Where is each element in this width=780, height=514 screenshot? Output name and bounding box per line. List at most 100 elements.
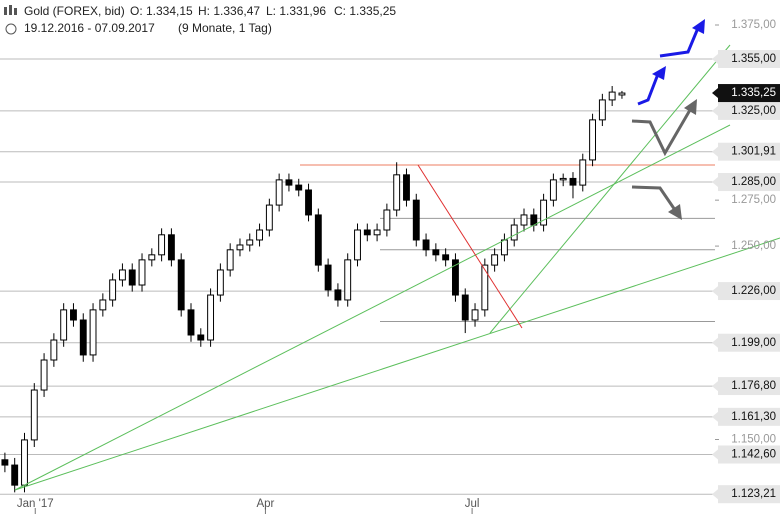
candle-body	[285, 179, 293, 186]
level-label: 1.325,00	[731, 105, 776, 117]
arrow-head	[668, 204, 682, 220]
arrow	[631, 185, 677, 211]
level-label: 1.142,60	[731, 449, 776, 461]
candle-body	[549, 179, 557, 201]
level-pointer	[712, 337, 718, 348]
trend-line	[14, 124, 731, 491]
candle-body	[246, 239, 254, 246]
level-box	[718, 282, 780, 301]
candle-body	[403, 174, 410, 201]
symbol: Gold (FOREX, bid)	[24, 4, 125, 18]
candle-body	[40, 359, 48, 391]
candle-body	[500, 239, 508, 256]
candle-body	[50, 339, 58, 361]
candle-body	[207, 294, 215, 341]
candle-body	[344, 259, 352, 301]
level-box	[718, 377, 780, 396]
candle-body	[520, 214, 528, 226]
candle-body	[383, 209, 391, 231]
candle-body	[305, 189, 312, 216]
level-box	[718, 407, 780, 426]
level-pointer	[712, 286, 718, 297]
last-price-box	[718, 84, 780, 103]
candle-body	[324, 264, 332, 291]
level-box	[718, 142, 780, 161]
level-label: 1.199,00	[731, 337, 776, 349]
low: L: 1.331,96	[266, 4, 326, 18]
annotations	[14, 19, 780, 491]
y-tick-label: 1.250,00	[731, 240, 776, 252]
level-pointer	[712, 146, 718, 157]
candle-body	[598, 99, 606, 121]
candle-body	[295, 184, 303, 191]
high: H: 1.336,47	[198, 4, 260, 18]
candle-body	[167, 234, 175, 261]
candle-body	[89, 309, 97, 356]
candle-body	[608, 91, 616, 101]
level-pointer	[712, 449, 718, 460]
candle-body	[354, 229, 361, 261]
level-box	[718, 173, 780, 192]
candle-body	[236, 244, 244, 251]
candle-body	[118, 269, 126, 281]
level-label: 1.355,00	[731, 53, 776, 65]
level-label: 1.161,30	[731, 411, 776, 423]
trend-line	[489, 44, 731, 334]
candle-body	[491, 254, 499, 266]
candle-body	[559, 177, 567, 181]
candle-body	[461, 294, 469, 321]
candle-body	[60, 309, 68, 341]
level-box	[718, 485, 780, 504]
close: C: 1.335,25	[334, 4, 396, 18]
candle-body	[197, 334, 205, 341]
arrow-head	[684, 99, 697, 115]
candle-body	[21, 439, 28, 486]
candle-body	[265, 204, 273, 231]
candle-body	[158, 234, 166, 256]
candle-body	[334, 289, 342, 301]
candle-body	[579, 159, 587, 186]
candle-body	[216, 269, 224, 296]
candle-body	[452, 259, 459, 296]
candle-body	[226, 249, 234, 271]
candle-body	[373, 229, 381, 236]
candle-body	[442, 254, 450, 261]
y-tick-label: 1.150,00	[731, 434, 776, 446]
candle-body	[128, 269, 136, 286]
candle-body	[510, 224, 518, 241]
date-span: (9 Monate, 1 Tag)	[178, 21, 272, 35]
level-box	[718, 333, 780, 352]
level-pointer	[712, 489, 718, 500]
trend-line	[14, 237, 780, 491]
arrow-head	[652, 66, 666, 80]
arrow	[637, 73, 660, 106]
candle-body	[70, 309, 77, 321]
candle-body	[275, 179, 283, 206]
level-label: 1.285,00	[731, 176, 776, 188]
level-pointer	[712, 411, 718, 422]
candle-body	[256, 229, 263, 241]
candle-body	[99, 299, 107, 311]
x-tick-label: Jan '17	[17, 498, 54, 510]
candle-body	[148, 254, 156, 261]
candle-body	[618, 92, 626, 96]
level-label: 1.123,21	[731, 488, 776, 500]
level-box	[718, 101, 780, 120]
date-range: 19.12.2016 - 07.09.2017	[24, 21, 155, 35]
candle-body	[412, 199, 420, 241]
candle-body	[11, 464, 19, 486]
level-pointer	[712, 105, 718, 116]
candle-body	[540, 199, 548, 226]
candle-body	[109, 279, 117, 301]
candle-body	[393, 174, 401, 211]
y-tick-label: 1.275,00	[731, 194, 776, 206]
candle-body	[79, 319, 87, 356]
candle-body	[314, 214, 322, 266]
candle-body	[432, 249, 440, 256]
open: O: 1.334,15	[130, 4, 193, 18]
candle-body	[187, 309, 195, 336]
last-price-pointer	[712, 88, 718, 99]
candle-body	[481, 264, 489, 311]
level-label: 1.226,00	[731, 285, 776, 297]
arrow-head	[692, 19, 705, 34]
